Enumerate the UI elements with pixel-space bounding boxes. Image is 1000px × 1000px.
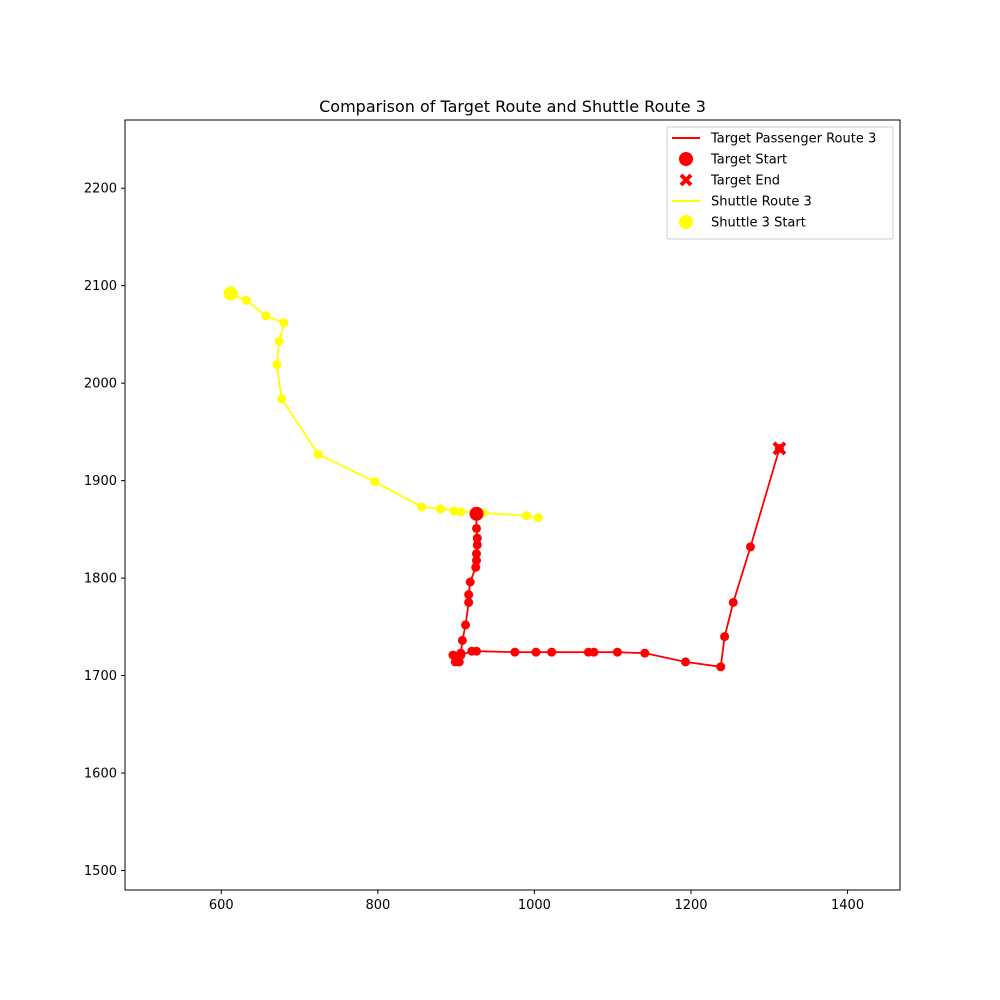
shuttle-route-point <box>456 507 466 517</box>
legend: Target Passenger Route 3 Target Start Targ… <box>666 126 894 240</box>
target-route-point <box>461 620 471 630</box>
target-end-marker <box>772 441 787 456</box>
shuttle-route-line <box>230 292 539 519</box>
x-tick-label: 800 <box>365 898 390 913</box>
target-route-point <box>471 562 481 572</box>
shuttle-route-point <box>370 477 380 487</box>
target-route-point <box>728 597 738 607</box>
target-route-point <box>464 597 474 607</box>
shuttle-route-point <box>533 513 543 523</box>
plot-area <box>223 286 787 672</box>
x-tick-label: 1400 <box>831 898 864 913</box>
target-start-marker <box>469 506 484 521</box>
shuttle-route-point <box>241 295 251 305</box>
legend-label: Target Passenger Route 3 <box>710 132 876 147</box>
legend-box <box>666 126 894 240</box>
y-tick-label: 2200 <box>84 182 117 197</box>
target-route-point <box>510 647 520 657</box>
target-route-point <box>471 549 481 559</box>
shuttle-route-point <box>277 394 287 404</box>
target-route-point <box>547 647 557 657</box>
target-route-point <box>465 577 475 587</box>
target-route-point <box>471 646 481 656</box>
target-route-point <box>745 542 755 552</box>
y-tick-label: 2100 <box>84 279 117 294</box>
target-route-point <box>612 647 622 657</box>
target-route-point <box>640 648 650 658</box>
shuttle-route-point <box>417 502 427 512</box>
legend-entry-target-passenger-route-3: Target Passenger Route 3 <box>672 132 876 147</box>
y-tick-label: 1700 <box>84 669 117 684</box>
y-tick-label: 2000 <box>84 377 117 392</box>
axes: 600 800 1000 1200 1400 1500 1600 1700 1800 1900 20… <box>84 182 864 913</box>
shuttle-route-point <box>274 336 284 346</box>
target-route-point <box>471 523 481 533</box>
y-tick-label: 1900 <box>84 474 117 489</box>
legend-circle-swatch <box>679 152 693 166</box>
chart-title: Comparison of Target Route and Shuttle R… <box>319 97 706 116</box>
target-route-point <box>464 590 474 600</box>
plot-frame <box>124 119 901 891</box>
target-route-point <box>589 647 599 657</box>
legend-x-swatch <box>679 173 693 187</box>
target-route-point <box>456 650 466 660</box>
target-route-point <box>531 647 541 657</box>
shuttle-route-point <box>279 318 289 328</box>
shuttle-route-point <box>272 360 282 370</box>
shuttle-route-point <box>522 511 532 521</box>
target-route-point <box>681 657 691 667</box>
target-route-point <box>472 540 482 550</box>
target-route-line <box>451 448 781 668</box>
target-route-point <box>450 657 460 667</box>
y-tick-label: 1800 <box>84 572 117 587</box>
x-tick-label: 1000 <box>518 898 551 913</box>
target-route-point <box>448 650 458 660</box>
target-route-point <box>716 662 726 672</box>
legend-entry-target-start: Target Start <box>679 152 787 168</box>
target-route-point <box>457 635 467 645</box>
x-tick-label: 1200 <box>674 898 707 913</box>
shuttle-route-point <box>435 504 445 514</box>
shuttle-3-start-marker <box>223 286 238 301</box>
legend-entry-shuttle-3-start: Shuttle 3 Start <box>679 215 806 231</box>
target-route-point <box>720 632 730 642</box>
y-tick-label: 1600 <box>84 767 117 782</box>
shuttle-route-point <box>449 506 459 516</box>
target-route-point <box>471 556 481 566</box>
legend-label: Shuttle 3 Start <box>711 216 806 231</box>
target-route-point <box>472 533 482 543</box>
legend-circle-swatch <box>679 215 693 229</box>
legend-entry-shuttle-route-3: Shuttle Route 3 <box>672 195 812 210</box>
shuttle-route-point <box>313 449 323 459</box>
legend-label: Shuttle Route 3 <box>711 195 812 210</box>
x-tick-label: 600 <box>209 898 234 913</box>
legend-entry-target-end: Target End <box>679 173 780 189</box>
y-tick-label: 1500 <box>84 864 117 879</box>
shuttle-route-point <box>261 311 271 321</box>
legend-label: Target Start <box>710 153 787 168</box>
legend-label: Target End <box>710 174 780 189</box>
